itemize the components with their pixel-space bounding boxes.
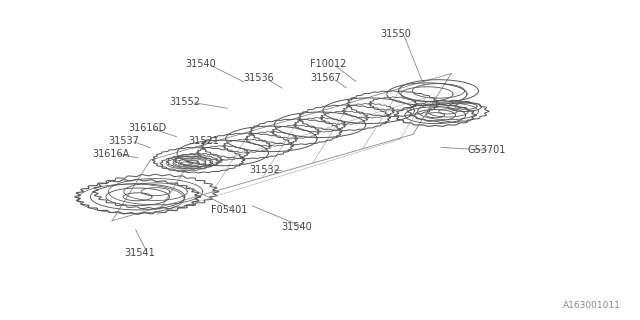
Text: 31567: 31567 — [310, 73, 341, 84]
Text: 31541: 31541 — [125, 248, 156, 258]
Text: 31521: 31521 — [189, 136, 220, 146]
Text: G53701: G53701 — [467, 145, 506, 156]
Text: F05401: F05401 — [211, 204, 248, 215]
Text: 31552: 31552 — [170, 97, 200, 108]
Text: 31532: 31532 — [250, 164, 280, 175]
Text: 31540: 31540 — [282, 222, 312, 232]
Text: F10012: F10012 — [310, 59, 347, 69]
Text: 31536: 31536 — [243, 73, 274, 84]
Text: 31550: 31550 — [381, 28, 412, 39]
Text: A163001011: A163001011 — [563, 301, 621, 310]
Text: 31537: 31537 — [109, 136, 140, 146]
Text: 31616A: 31616A — [93, 148, 130, 159]
Text: 31616D: 31616D — [128, 123, 166, 133]
Text: 31540: 31540 — [186, 59, 216, 69]
